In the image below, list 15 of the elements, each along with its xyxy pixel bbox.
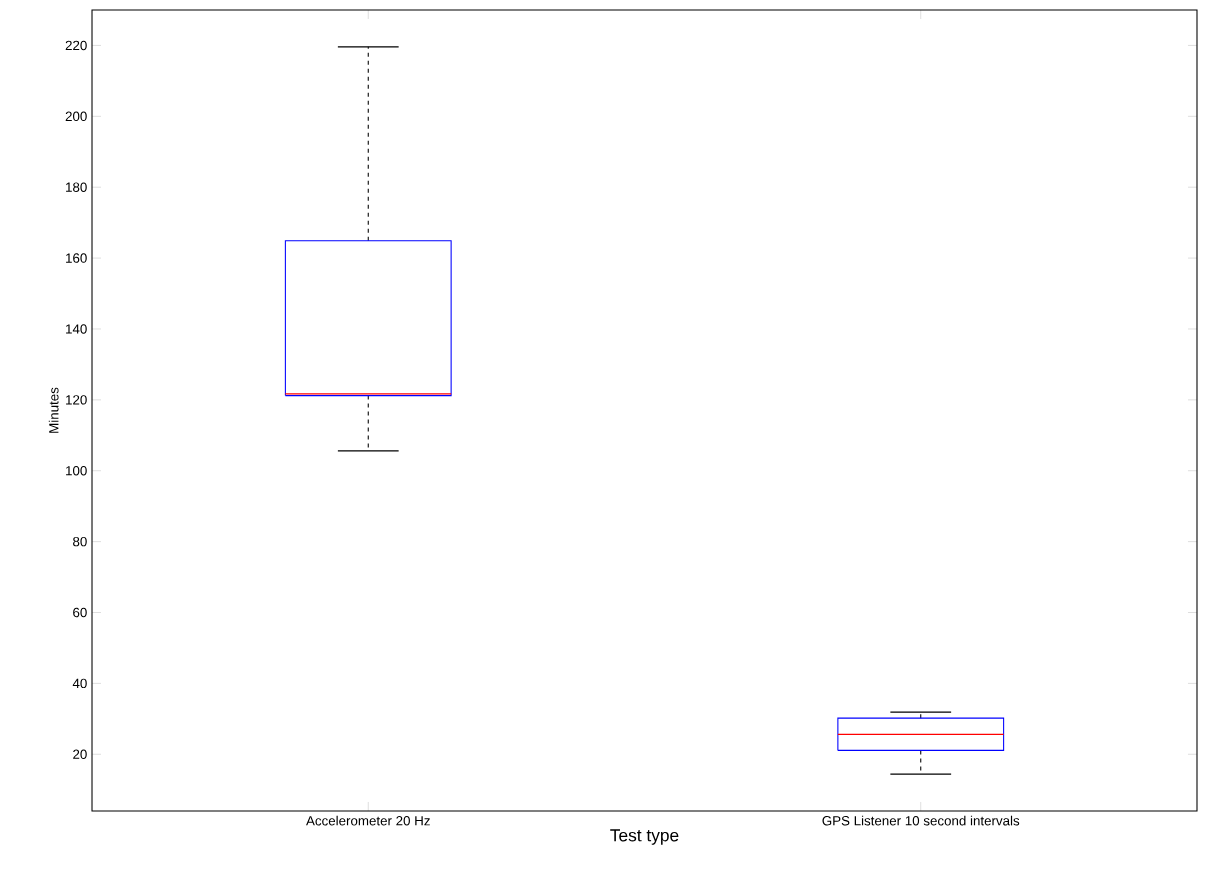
y-tick-label: 200 bbox=[65, 111, 87, 122]
x-axis-title: Test type bbox=[610, 829, 679, 845]
y-tick-label: 160 bbox=[66, 253, 87, 263]
y-tick-label: 60 bbox=[73, 607, 87, 618]
y-tick-label: 20 bbox=[73, 749, 87, 759]
y-tick-label: 80 bbox=[73, 536, 87, 547]
y-tick-label: 40 bbox=[72, 678, 87, 689]
y-tick-label: 220 bbox=[65, 40, 87, 51]
y-tick-label: 140 bbox=[66, 324, 87, 334]
x-tick-label: GPS Listener 10 second intervals bbox=[822, 815, 1020, 826]
x-tick-label: Accelerometer 20 Hz bbox=[306, 815, 430, 826]
y-axis-title: Minutes bbox=[48, 387, 59, 433]
y-tick-label: 100 bbox=[66, 466, 87, 476]
y-tick-label: 120 bbox=[66, 395, 87, 405]
y-tick-label: 180 bbox=[66, 182, 87, 192]
